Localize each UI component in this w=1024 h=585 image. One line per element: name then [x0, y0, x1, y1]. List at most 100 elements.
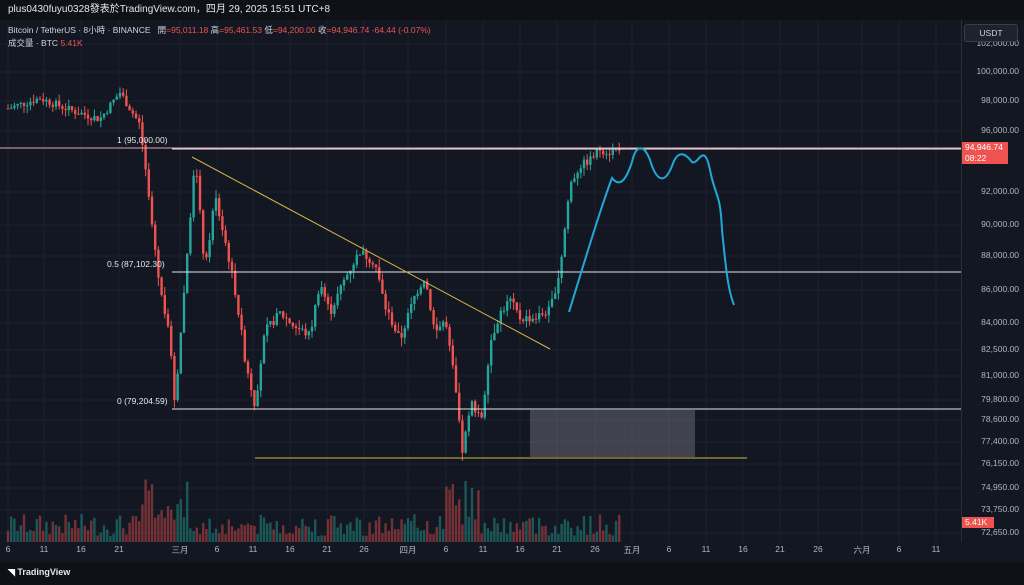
price-chart[interactable] — [0, 20, 961, 542]
volume-bar — [278, 533, 282, 542]
volume-bar — [512, 531, 515, 542]
candle-body — [170, 326, 173, 356]
volume-bar — [560, 524, 563, 542]
volume-bar — [403, 523, 406, 542]
time-tick: 三月 — [171, 545, 189, 555]
candle-body — [26, 105, 29, 107]
candle-body — [22, 102, 26, 106]
volume-bar — [381, 533, 384, 542]
candle-body — [173, 355, 176, 400]
volume-bar — [269, 522, 272, 542]
candle-body — [336, 293, 339, 306]
volume-bar — [483, 522, 486, 542]
time-tick: 16 — [738, 544, 748, 554]
volume-bar — [118, 515, 122, 542]
candle-body — [438, 326, 442, 331]
volume-bar — [256, 534, 259, 542]
candle-body — [541, 313, 544, 315]
candle-body — [602, 150, 605, 155]
candle-body — [608, 154, 611, 156]
volume-bar — [320, 535, 323, 542]
candle-body — [150, 196, 154, 225]
candle-body — [528, 316, 531, 322]
volume-bar — [67, 521, 70, 542]
candle-body — [237, 295, 240, 315]
volume-bar — [170, 509, 173, 542]
volume-bar — [16, 530, 19, 542]
candle-body — [202, 210, 205, 254]
candle-body — [16, 104, 19, 106]
volume-bar — [192, 530, 195, 542]
volume-bar — [304, 525, 307, 542]
open-label: 開 — [157, 25, 167, 35]
candle-body — [582, 159, 586, 169]
time-axis[interactable]: 6 11 16 21 三月 6 11 16 21 26 四月 6 11 16 21 26 五月 6 11 16 21 26… — [0, 542, 961, 558]
candle-body — [573, 178, 576, 182]
volume-bar — [614, 520, 618, 542]
candle-body — [557, 278, 560, 294]
volume-bar — [125, 534, 128, 542]
volume-bar — [202, 523, 205, 542]
price-tick: 72,650.00 — [981, 527, 1019, 537]
volume-bar — [339, 523, 342, 542]
time-tick: 21 — [552, 544, 562, 554]
volume-bar — [480, 533, 483, 542]
volume-bar — [605, 524, 608, 542]
candle-body — [240, 314, 243, 330]
volume-bar — [294, 525, 298, 542]
volume-bar — [134, 516, 138, 542]
candle-body — [118, 92, 122, 97]
time-tick: 6 — [214, 544, 220, 554]
candle-body — [269, 321, 272, 325]
volume-bar — [422, 529, 426, 542]
volume-bar — [368, 522, 371, 542]
volume-bar — [611, 535, 614, 542]
volume-bar — [496, 523, 499, 542]
logo-text: TradingView — [17, 567, 71, 577]
volume-bar — [394, 529, 397, 542]
volume-bar — [259, 514, 262, 542]
candle-body — [192, 175, 195, 218]
candle-body — [189, 217, 192, 254]
window-title: plus0430fuyu0328發表於TradingView.com，四月 29… — [0, 0, 1024, 20]
candle-body — [512, 298, 515, 303]
volume-bar — [157, 514, 160, 542]
currency-button[interactable]: USDT — [964, 24, 1018, 42]
volume-bar — [554, 525, 557, 542]
volume-bar — [176, 504, 179, 542]
volume-bar — [246, 523, 250, 542]
candle-body — [477, 412, 480, 414]
volume-bar — [579, 529, 582, 542]
price-axis[interactable]: 102,000.00 100,000.00 98,000.00 96,000.00 92… — [961, 20, 1024, 542]
candle-body — [128, 105, 131, 111]
candle-body — [544, 314, 547, 316]
volume-bar — [342, 533, 346, 542]
volume-bar — [490, 531, 493, 542]
volume-bar — [253, 525, 256, 542]
volume-bar — [426, 520, 429, 542]
tradingview-logo[interactable]: ◥ TradingView — [8, 567, 70, 578]
candle-body — [80, 112, 83, 115]
volume-bar — [80, 514, 83, 542]
volume-bar — [429, 533, 432, 542]
volume-bar — [397, 529, 400, 542]
volume-bar — [355, 517, 358, 542]
candle-body — [387, 309, 390, 313]
volume-bar — [154, 517, 157, 542]
candle-body — [317, 294, 320, 306]
volume-bar — [173, 519, 176, 542]
candle-body — [486, 365, 490, 395]
volume-bar — [589, 515, 592, 542]
volume-bar — [618, 515, 621, 542]
volume-bar — [54, 525, 58, 542]
volume-bar — [74, 519, 77, 542]
candle-body — [458, 392, 461, 421]
candle-body — [243, 329, 246, 362]
volume-bar — [538, 517, 541, 542]
volume-bar — [96, 535, 99, 542]
volume-bar — [528, 518, 531, 542]
price-tick: 79,800.00 — [981, 394, 1019, 404]
price-tick: 98,000.00 — [981, 95, 1019, 105]
candle-body — [330, 304, 333, 315]
volume-bar — [298, 528, 301, 542]
